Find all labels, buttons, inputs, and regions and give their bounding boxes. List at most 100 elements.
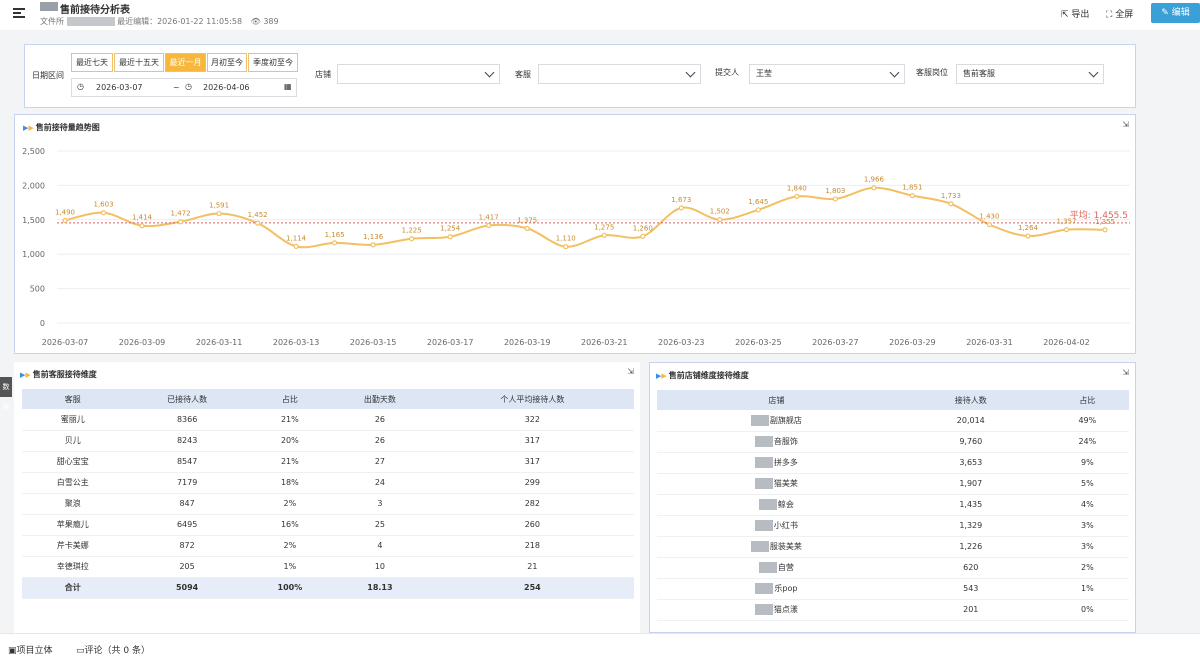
table-row: 乐pop 543 1%	[657, 578, 1129, 600]
quick-month-to-date-button[interactable]: 月初至今	[207, 53, 247, 72]
title-redaction	[40, 2, 58, 11]
data-point	[1102, 227, 1108, 233]
data-label: 1,733	[941, 192, 961, 200]
column-header[interactable]: 占比	[250, 389, 330, 409]
table-cell: 254	[430, 577, 634, 599]
settings-icon[interactable]: ⇲	[1122, 368, 1129, 377]
settings-icon[interactable]: ⇲	[1122, 120, 1129, 129]
comments-button[interactable]: ▭评论（共 0 条）	[76, 646, 150, 656]
export-button[interactable]: ⇱ 导出	[1061, 10, 1090, 20]
file-meta: 文件所 最近编辑：2026-01-22 11:05:58 👁 389	[40, 16, 279, 27]
total-row: 合计 5094 100% 18.13 254	[22, 577, 634, 599]
quick-15days-button[interactable]: 最近十五天	[114, 53, 164, 72]
table-cell: 620	[895, 557, 1046, 579]
data-label: 1,645	[748, 198, 768, 206]
edit-button[interactable]: ✎ 编辑	[1151, 3, 1200, 23]
menu-icon[interactable]	[13, 8, 25, 18]
data-point	[332, 240, 338, 246]
table-cell: 3	[329, 493, 431, 515]
table-cell: 18.13	[329, 577, 431, 599]
table-cell: 218	[430, 535, 634, 557]
data-point	[524, 225, 530, 232]
column-header[interactable]: 已接待人数	[123, 389, 251, 409]
table-cell: 芹卡美娜	[22, 535, 124, 557]
table-cell: 9,760	[895, 431, 1046, 453]
table-cell: 317	[430, 430, 634, 452]
table-cell: 26	[329, 430, 431, 452]
table-cell: 0%	[1045, 599, 1129, 621]
store-label: 店铺	[315, 70, 331, 79]
data-point	[409, 236, 415, 242]
table-cell: 10	[329, 556, 431, 578]
data-point	[447, 234, 453, 240]
table-cell: 9%	[1045, 452, 1129, 474]
store-name-redaction	[754, 520, 773, 531]
table-cell: 2%	[250, 493, 330, 515]
data-label: 1,114	[286, 234, 307, 242]
table-cell: 2%	[250, 535, 330, 557]
x-tick-label: 2026-03-19	[504, 338, 551, 347]
table-row: 猫点漾 201 0%	[657, 599, 1129, 621]
settings-icon[interactable]: ⇲	[627, 367, 634, 376]
date-start[interactable]: 2026-03-07	[96, 83, 143, 92]
table-cell: 1%	[250, 556, 330, 578]
table-cell: 乐pop	[657, 578, 896, 600]
data-point	[62, 217, 68, 224]
column-header[interactable]: 店铺	[657, 390, 896, 410]
quick-quarter-to-date-button[interactable]: 季度初至今	[248, 53, 298, 72]
data-label: 1,275	[594, 223, 614, 231]
table-cell: 1,907	[895, 473, 1046, 495]
table-cell: 8243	[123, 430, 251, 452]
pencil-icon: ✎	[1161, 8, 1169, 18]
data-point	[717, 217, 723, 223]
cs-select[interactable]	[538, 64, 701, 84]
fullscreen-button[interactable]: ⛶ 全屏	[1106, 10, 1134, 20]
date-range-label: 日期区间	[32, 71, 64, 80]
data-label: 1,165	[325, 231, 345, 239]
table-cell: 贝儿	[22, 430, 124, 452]
data-label: 1,264	[1018, 224, 1039, 232]
submitter-select[interactable]: 王莹	[749, 64, 905, 84]
x-tick-label: 2026-03-15	[350, 338, 397, 347]
x-tick-label: 2026-03-09	[119, 338, 166, 347]
role-select[interactable]: 售前客服	[956, 64, 1104, 84]
trend-chart: 2,500 2,000 1,500 1,000 500 0 2026-03-07 2026-0…	[22, 147, 1130, 347]
column-header[interactable]: 出勤天数	[329, 389, 431, 409]
date-end[interactable]: 2026-04-06	[203, 83, 250, 92]
data-point	[293, 243, 299, 249]
project-button[interactable]: ▣项目立体	[8, 646, 53, 656]
table-cell: 4%	[1045, 494, 1129, 516]
store-select[interactable]	[337, 64, 500, 84]
quick-7days-button[interactable]: 最近七天	[71, 53, 113, 72]
calendar-icon[interactable]: ▦	[284, 82, 292, 91]
x-tick-label: 2026-03-13	[273, 338, 320, 347]
data-label: 1,603	[93, 201, 113, 209]
table-cell: 24	[329, 472, 431, 494]
clock-icon: ◷	[77, 82, 84, 91]
title-arrow-icon: ▶▶	[656, 372, 667, 380]
table-row: 贝儿 8243 20% 26 317	[22, 430, 634, 452]
data-label: 1,357	[1056, 218, 1076, 226]
chart-title: ▶▶ 售前接待量趋势图	[23, 123, 100, 132]
table-cell: 317	[430, 451, 634, 473]
table-row: 甜心宝宝 8547 21% 27 317	[22, 451, 634, 473]
x-tick-label: 2026-03-25	[735, 338, 782, 347]
table-row: 苹果瘾儿 6495 16% 25 260	[22, 514, 634, 536]
column-header[interactable]: 占比	[1045, 390, 1129, 410]
table-row: 猫美莱 1,907 5%	[657, 473, 1129, 495]
date-range-picker[interactable]: ◷ 2026-03-07 ~ ◷ 2026-04-06 ▦	[71, 78, 297, 97]
table-row: 白雪公主 7179 18% 24 299	[22, 472, 634, 494]
table-cell: 21%	[250, 409, 330, 431]
column-header[interactable]: 接待人数	[895, 390, 1046, 410]
quick-1month-button[interactable]: 最近一月	[165, 53, 206, 72]
table-cell: 苹果瘾儿	[22, 514, 124, 536]
table-row: 拼多多 3,653 9%	[657, 452, 1129, 474]
data-point	[254, 220, 261, 226]
column-header[interactable]: 个人平均接待人数	[430, 389, 634, 409]
table-cell: 3%	[1045, 515, 1129, 537]
page-title: 售前接待分析表	[60, 5, 130, 16]
title-arrow-icon: ▶▶	[20, 371, 31, 379]
table-row: 音服饰 9,760 24%	[657, 431, 1129, 453]
column-header[interactable]: 客服	[22, 389, 124, 409]
side-data-tab[interactable]: 数据	[0, 377, 12, 411]
